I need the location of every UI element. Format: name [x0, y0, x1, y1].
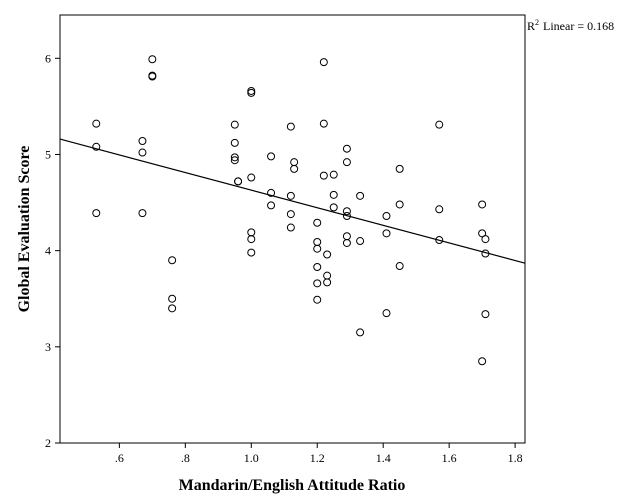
data-point — [313, 218, 322, 227]
data-point — [356, 191, 365, 200]
x-tick-label: .6 — [115, 451, 124, 465]
data-point — [395, 262, 404, 271]
data-point — [478, 229, 487, 238]
data-point — [230, 120, 239, 129]
data-point — [92, 209, 101, 218]
y-tick-label: 3 — [45, 340, 51, 354]
data-point — [138, 148, 147, 157]
data-point — [342, 232, 351, 241]
data-point — [168, 304, 177, 313]
data-point — [247, 248, 256, 257]
x-tick-label: 1.4 — [376, 451, 391, 465]
data-point — [267, 152, 276, 161]
linear-fit-line — [59, 138, 526, 264]
x-tick-label: 1.2 — [310, 451, 325, 465]
y-tick-label: 4 — [45, 244, 51, 258]
data-point — [342, 212, 351, 221]
data-point — [329, 203, 338, 212]
data-point — [313, 262, 322, 271]
data-point — [313, 295, 322, 304]
data-point — [230, 156, 239, 165]
data-point — [395, 164, 404, 173]
data-point — [382, 229, 391, 238]
data-point — [478, 200, 487, 209]
data-point — [286, 191, 295, 200]
data-point — [148, 72, 157, 81]
data-point — [286, 223, 295, 232]
fit-label-text: Linear = 0.168 — [543, 19, 614, 33]
data-point — [342, 158, 351, 167]
data-point — [342, 238, 351, 247]
data-point — [138, 136, 147, 145]
data-point — [481, 249, 490, 258]
data-point — [267, 201, 276, 210]
data-point — [138, 209, 147, 218]
x-tick-label: 1.8 — [508, 451, 523, 465]
data-point — [481, 235, 490, 244]
data-point — [435, 120, 444, 129]
data-point — [356, 328, 365, 337]
data-point — [319, 119, 328, 128]
data-point — [230, 153, 239, 162]
data-point — [342, 207, 351, 216]
y-tick-label: 5 — [45, 147, 51, 161]
data-point — [168, 294, 177, 303]
data-point — [329, 190, 338, 199]
data-point — [230, 138, 239, 147]
y-axis-ticks: 2 3 4 5 6 — [45, 51, 60, 450]
data-point — [395, 200, 404, 209]
x-axis-ticks: .6 .8 1.0 1.2 1.4 1.6 1.8 — [115, 443, 523, 465]
x-tick-label: 1.0 — [244, 451, 259, 465]
fit-label-superscript: 2 — [535, 18, 539, 27]
x-axis-title: Mandarin/English Attitude Ratio — [179, 477, 406, 494]
data-point — [435, 205, 444, 214]
data-point — [247, 88, 256, 97]
y-tick-label: 2 — [45, 436, 51, 450]
data-point — [342, 144, 351, 153]
data-point — [313, 244, 322, 253]
data-point — [323, 271, 332, 280]
data-point — [92, 119, 101, 128]
data-point — [313, 237, 322, 246]
data-point — [319, 171, 328, 180]
data-point — [290, 164, 299, 173]
data-point — [382, 309, 391, 318]
data-point — [168, 256, 177, 265]
data-point — [323, 250, 332, 259]
data-point — [234, 177, 243, 186]
data-point — [286, 122, 295, 131]
data-point — [313, 279, 322, 288]
data-point — [382, 212, 391, 221]
fit-line-label: R2 Linear = 0.168 — [527, 18, 614, 33]
x-tick-label: .8 — [181, 451, 190, 465]
data-point — [247, 228, 256, 237]
data-point — [323, 278, 332, 287]
y-tick-label: 6 — [45, 51, 51, 65]
data-point — [148, 55, 157, 64]
data-point — [481, 310, 490, 319]
data-point — [319, 58, 328, 67]
plot-frame — [59, 14, 526, 444]
data-point — [286, 210, 295, 219]
data-point — [290, 158, 299, 167]
x-tick-label: 1.6 — [442, 451, 457, 465]
y-axis-title: Global Evaluation Score — [16, 146, 33, 313]
data-point — [329, 170, 338, 179]
fit-label-prefix: R — [527, 19, 535, 33]
data-point — [478, 357, 487, 366]
data-point — [356, 237, 365, 246]
data-point — [267, 188, 276, 197]
data-point — [247, 173, 256, 182]
data-point — [435, 236, 444, 245]
data-point — [247, 235, 256, 244]
data-points — [92, 55, 490, 366]
data-point — [92, 142, 101, 151]
